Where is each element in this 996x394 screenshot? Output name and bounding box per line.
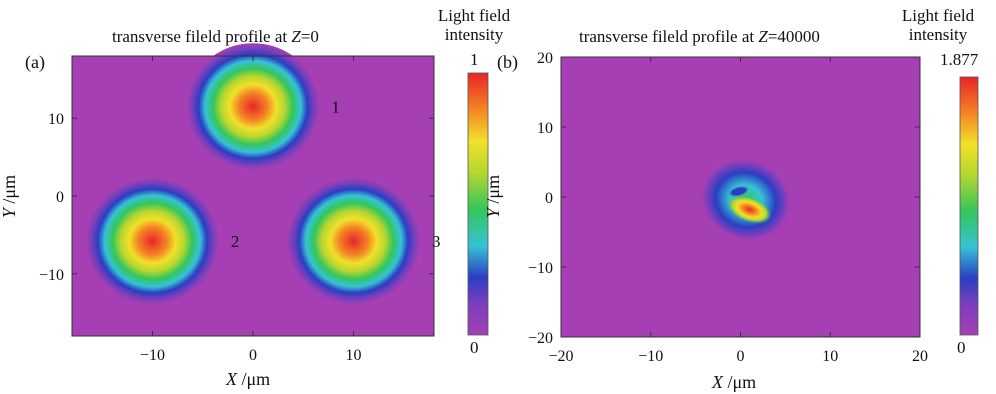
panel-a-label: (a) bbox=[25, 52, 45, 72]
panel-b-ytick-label: 10 bbox=[537, 120, 553, 137]
panel-b-ytick-label: 20 bbox=[537, 50, 553, 67]
panel-a-title: transverse fileld profile at Z=0 bbox=[112, 27, 319, 46]
panel-a-colorbar-max-label: 1 bbox=[470, 50, 479, 69]
panel-a-xtick-label: 10 bbox=[346, 347, 362, 364]
panel-a-beam-1 bbox=[186, 43, 320, 170]
panel-a-beam-3 bbox=[287, 177, 420, 305]
panel-a-colorbar-title: Light field intensity bbox=[437, 6, 511, 44]
panel-b-beam-peak bbox=[727, 195, 772, 224]
panel-b-colorbar bbox=[960, 77, 978, 335]
panel-a-ytick-label: 0 bbox=[56, 189, 64, 206]
panel-b-xtick-label: −10 bbox=[638, 348, 663, 365]
panel-b-colorbar-title: Light field intensity bbox=[901, 6, 975, 44]
panel-b-xtick-label: 10 bbox=[822, 348, 838, 365]
panel-a-beam-label-1: 1 bbox=[331, 98, 340, 117]
panel-b-title: transverse fileld profile at Z=40000 bbox=[579, 27, 820, 46]
panel-b-xtick-label: 20 bbox=[912, 348, 928, 365]
panel-b-colorbar-frame bbox=[959, 76, 979, 336]
panel-a-colorbar bbox=[468, 73, 488, 335]
panel-a-colorbar-frame bbox=[467, 72, 489, 336]
panel-a-ylabel: Y /μm bbox=[0, 174, 20, 219]
panel-a-xtick-label: −10 bbox=[140, 347, 165, 364]
panel-b-colorbar-max-label: 1.877 bbox=[940, 50, 979, 69]
panel-b-beam-dip bbox=[727, 185, 751, 198]
panel-b-ytick-label: −20 bbox=[528, 330, 553, 347]
panel-a-xlabel: X /μm bbox=[226, 369, 271, 389]
panel-b-xlabel: X /μm bbox=[712, 372, 757, 392]
panel-b-label: (b) bbox=[497, 52, 518, 72]
panel-b-ylabel: Y /μm bbox=[483, 174, 504, 219]
panel-a-xtick-label: 0 bbox=[249, 347, 257, 364]
panel-b-colorbar-min-label: 0 bbox=[957, 338, 966, 357]
panel-b-ytick-label: 0 bbox=[545, 190, 553, 207]
panel-a-colorbar-min-label: 0 bbox=[470, 338, 479, 357]
panel-b-ytick-label: −10 bbox=[528, 260, 553, 277]
panel-b-xtick-label: −20 bbox=[548, 348, 573, 365]
panel-a-ytick-label: −10 bbox=[39, 267, 64, 284]
panel-a-ytick-label: 10 bbox=[48, 111, 64, 128]
panel-a-beam-label-2: 2 bbox=[231, 232, 240, 251]
panel-b-xtick-label: 0 bbox=[737, 348, 745, 365]
panel-a-beam-label-3: 3 bbox=[432, 232, 441, 251]
panel-a-beam-2 bbox=[86, 177, 219, 305]
